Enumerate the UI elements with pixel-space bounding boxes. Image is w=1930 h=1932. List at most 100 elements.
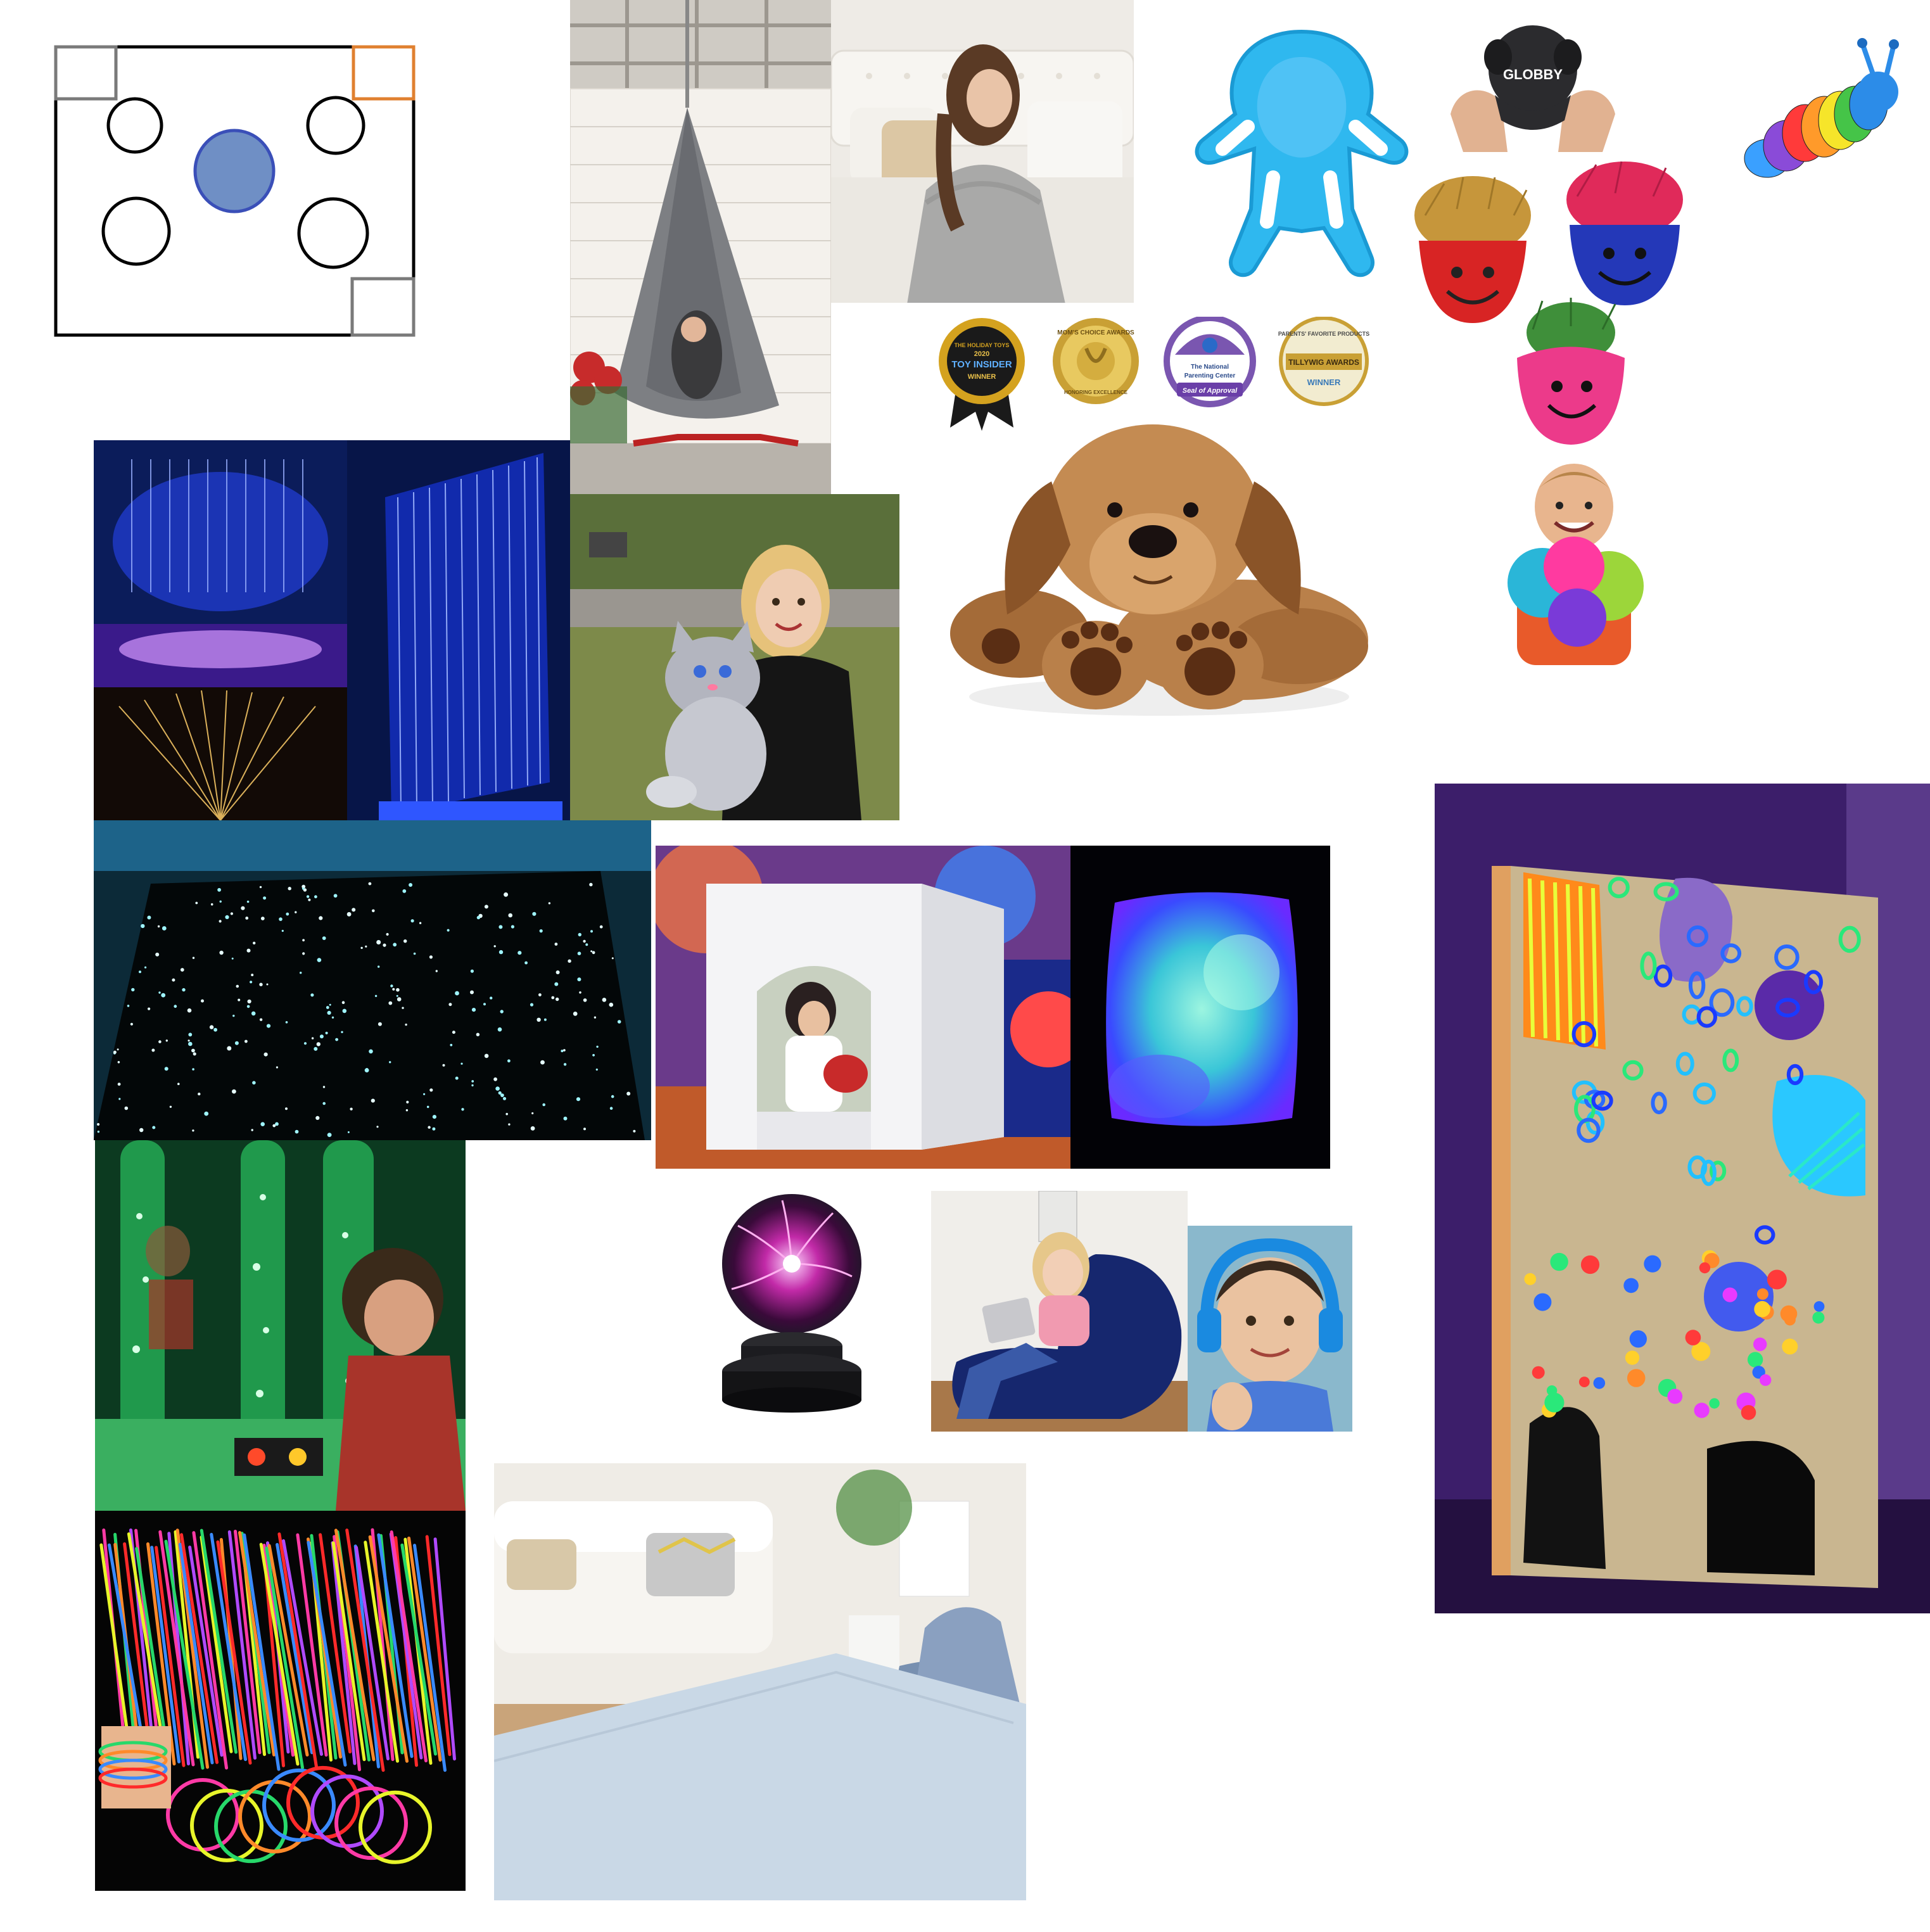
star-light bbox=[563, 1116, 568, 1121]
fiber-optic-star-carpet-photo bbox=[94, 820, 651, 1140]
wall-ring bbox=[1591, 1090, 1613, 1111]
star-light bbox=[409, 883, 413, 887]
star-light bbox=[97, 1130, 100, 1133]
weighted-blanket-photo bbox=[831, 0, 1134, 303]
star-light bbox=[371, 1098, 375, 1103]
glow-stick bbox=[180, 1533, 219, 1764]
moms-choice-award-seal: MOM'S CHOICE AWARDS HONORING EXCELLENCE bbox=[1053, 318, 1139, 404]
wall-ring bbox=[1653, 964, 1673, 988]
star-light bbox=[285, 1021, 288, 1024]
fuzzy-squishy-ball-pink bbox=[1508, 298, 1634, 450]
star-light bbox=[225, 915, 229, 919]
wall-bead bbox=[1741, 1405, 1756, 1420]
star-light bbox=[234, 1041, 239, 1045]
glow-stick bbox=[200, 1528, 238, 1754]
star-light bbox=[452, 1031, 455, 1034]
star-light bbox=[253, 941, 256, 944]
star-light bbox=[397, 997, 402, 1001]
star-light bbox=[213, 1027, 217, 1032]
glow-stick bbox=[127, 1532, 167, 1756]
star-light bbox=[141, 924, 145, 929]
star-light bbox=[568, 959, 571, 963]
glow-stick bbox=[192, 1531, 228, 1770]
star-light bbox=[144, 966, 147, 969]
star-light bbox=[378, 965, 380, 968]
wall-bead bbox=[1593, 1377, 1606, 1389]
star-light bbox=[524, 961, 528, 965]
star-light bbox=[378, 1022, 382, 1026]
star-light bbox=[347, 1131, 350, 1133]
glow-stick bbox=[227, 1530, 257, 1760]
star-light bbox=[369, 1049, 373, 1054]
star-light bbox=[161, 993, 166, 998]
wall-ring bbox=[1640, 951, 1657, 981]
star-light bbox=[187, 1008, 192, 1013]
star-light bbox=[118, 1098, 121, 1100]
star-light bbox=[484, 905, 488, 909]
wall-ring bbox=[1720, 943, 1742, 963]
star-light bbox=[209, 1025, 214, 1029]
glow-stick bbox=[364, 1541, 399, 1763]
star-light bbox=[306, 895, 310, 898]
star-light bbox=[250, 981, 253, 984]
wall-ring bbox=[1786, 1064, 1804, 1086]
svg-text:2020: 2020 bbox=[974, 350, 989, 358]
star-light bbox=[342, 1008, 347, 1014]
star-light bbox=[471, 1080, 474, 1083]
star-light bbox=[263, 1052, 268, 1057]
star-light bbox=[402, 1007, 404, 1009]
star-light bbox=[157, 925, 160, 928]
svg-text:THE HOLIDAY TOYS: THE HOLIDAY TOYS bbox=[955, 342, 1010, 348]
star-light bbox=[303, 1042, 307, 1045]
star-light bbox=[554, 943, 558, 946]
wall-ring bbox=[1622, 1060, 1644, 1081]
wall-ring bbox=[1686, 925, 1709, 948]
star-light bbox=[563, 1049, 566, 1052]
star-light bbox=[470, 969, 474, 973]
star-light bbox=[188, 1033, 193, 1037]
star-light bbox=[435, 970, 438, 972]
glow-stick bbox=[164, 1539, 205, 1770]
star-light bbox=[152, 1126, 156, 1129]
star-light bbox=[583, 1128, 586, 1131]
wall-bead bbox=[1532, 1366, 1545, 1379]
svg-text:HONORING EXCELLENCE: HONORING EXCELLENCE bbox=[1064, 390, 1128, 395]
star-light bbox=[192, 1068, 194, 1071]
wall-bead bbox=[1709, 1398, 1720, 1409]
glow-stick bbox=[400, 1543, 437, 1756]
wall-ring bbox=[1577, 1117, 1601, 1143]
star-light bbox=[195, 901, 198, 905]
star-light bbox=[260, 917, 265, 920]
star-light bbox=[302, 939, 305, 942]
plush-puppy-photo bbox=[944, 405, 1374, 722]
star-light bbox=[583, 998, 587, 1002]
star-light bbox=[483, 1003, 486, 1006]
star-light bbox=[579, 991, 581, 994]
girl-with-plush-cat-photo bbox=[570, 494, 899, 820]
star-light bbox=[447, 929, 450, 932]
star-light bbox=[331, 1016, 334, 1019]
star-light bbox=[259, 982, 263, 986]
wall-bead bbox=[1767, 1269, 1787, 1290]
star-light bbox=[484, 1053, 489, 1058]
star-light bbox=[252, 1081, 256, 1085]
glow-stick bbox=[267, 1544, 309, 1757]
star-light bbox=[266, 1024, 271, 1028]
star-light bbox=[244, 1039, 248, 1043]
wall-bead bbox=[1691, 1342, 1711, 1361]
corner-station-top-left bbox=[54, 45, 118, 101]
star-light bbox=[577, 951, 581, 955]
glow-stick bbox=[331, 1541, 366, 1762]
star-light bbox=[609, 1107, 613, 1110]
svg-text:WINNER: WINNER bbox=[1307, 378, 1341, 387]
wall-ring bbox=[1653, 882, 1679, 901]
glow-stick bbox=[188, 1546, 224, 1757]
wall-bead bbox=[1685, 1330, 1701, 1345]
seat-circle bbox=[101, 196, 171, 266]
star-light bbox=[455, 1076, 459, 1080]
tillywig-award-seal: PARENTS' FAVORITE PRODUCTS TILLYWIG AWAR… bbox=[1278, 317, 1369, 406]
star-light bbox=[329, 1003, 331, 1006]
wall-ring bbox=[1736, 996, 1753, 1017]
globby-brand-label: GLOBBY bbox=[1503, 67, 1563, 82]
glow-stick bbox=[296, 1533, 328, 1757]
